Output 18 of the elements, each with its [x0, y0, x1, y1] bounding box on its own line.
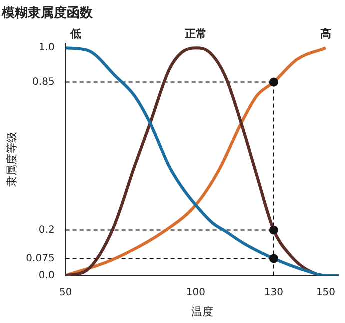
- y-tick-label: 0.85: [32, 76, 55, 88]
- x-tick-label: 50: [59, 287, 72, 298]
- x-tick-label: 150: [316, 287, 336, 298]
- y-tick-label: 0.075: [26, 253, 55, 264]
- x-axis-title: 温度: [191, 305, 214, 318]
- x-tick-label: 100: [186, 287, 206, 298]
- series-label: 低: [69, 28, 82, 41]
- series-label: 正常: [184, 28, 207, 41]
- point: [269, 226, 278, 235]
- point: [269, 78, 278, 87]
- y-tick-label: 0.2: [38, 224, 55, 236]
- point: [269, 254, 278, 264]
- y-axis-title: 隶属度等级: [5, 132, 18, 188]
- chart-title: 模糊隶属度函数: [1, 5, 94, 22]
- x-tick-label: 130: [264, 287, 284, 298]
- y-tick-label: 0.0: [38, 270, 55, 282]
- y-tick-label: 1.0: [38, 42, 55, 54]
- series-label: 高: [320, 28, 332, 41]
